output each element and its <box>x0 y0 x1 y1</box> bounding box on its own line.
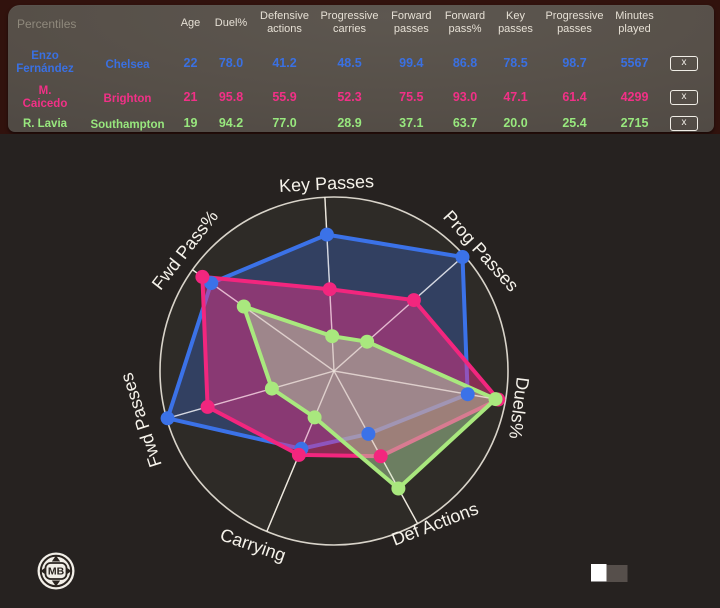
svg-text:MB: MB <box>48 566 65 578</box>
svg-text:Key Passes: Key Passes <box>279 171 375 196</box>
svg-text:Duels%: Duels% <box>505 376 533 440</box>
svg-text:Fwd Passes: Fwd Passes <box>116 370 165 469</box>
